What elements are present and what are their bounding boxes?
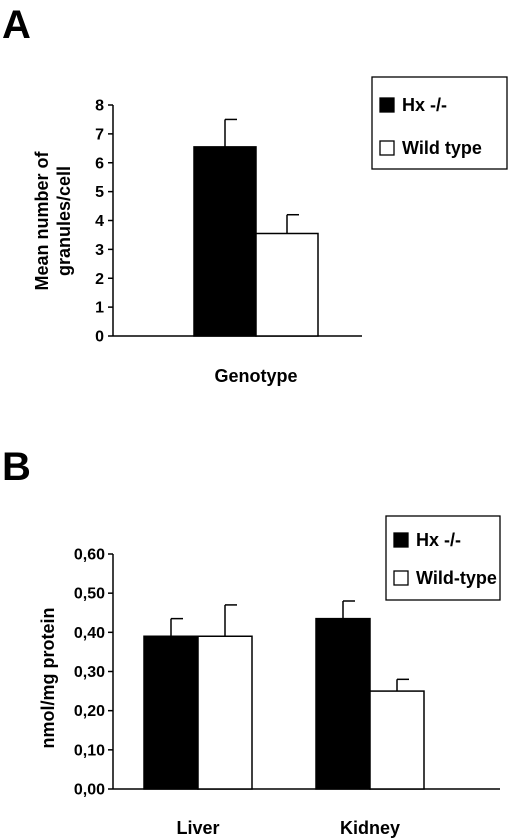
chart-b-category-label: Liver [176,818,219,838]
chart-b-y-tick-label: 0,00 [74,782,105,799]
chart-a-y-axis-label: granules/cell [54,166,74,276]
chart-a: 0 1 2 3 4 5 6 7 8 Mean number of granules/cell Geno… [32,76,508,386]
chart-b-category-label: Kidney [340,818,400,838]
chart-a-legend-label: Wild type [402,138,482,158]
chart-b-bar [197,635,253,790]
chart-b-legend-swatch [393,570,409,586]
chart-a-legend-swatch [379,140,395,156]
chart-b-y-axis-label: nmol/mg protein [38,608,58,749]
chart-a-bar [255,232,319,337]
chart-a-legend-label: Hx -/- [402,95,447,115]
chart-b-legend-swatch [393,532,409,548]
chart-a-bar [193,146,257,337]
chart-b-y-tick-label: 0,40 [74,625,105,642]
chart-b: 0,00 0,10 0,20 0,30 0,40 0,50 0,60 nmol/mg prot… [38,515,501,838]
chart-a-y-tick-label: 1 [95,300,104,317]
chart-a-y-axis-label: Mean number of [32,150,52,290]
chart-a-y-tick-label: 4 [95,213,104,230]
chart-a-legend-swatch [379,97,395,113]
chart-a-y-tick-label: 7 [95,126,104,143]
chart-a-y-tick-label: 8 [95,98,104,115]
panel-b-letter: B [2,445,31,489]
chart-b-legend [385,515,501,601]
chart-a-y-tick-label: 5 [95,184,104,201]
chart-a-y-tick-label: 6 [95,155,104,172]
chart-b-y-tick-label: 0,50 [74,586,105,603]
chart-b-y-tick-label: 0,10 [74,742,105,759]
chart-a-y-tick-label: 0 [95,329,104,346]
chart-b-y-tick-label: 0,30 [74,664,105,681]
chart-b-legend-label: Hx -/- [416,530,461,550]
chart-a-x-axis-label: Genotype [214,366,297,386]
chart-b-legend-label: Wild-type [416,568,497,588]
chart-a-y-tick-label: 3 [95,242,104,259]
chart-b-bar [315,617,371,790]
chart-b-bar [369,690,425,790]
chart-a-y-tick-label: 2 [95,271,104,288]
panel-a-letter: A [2,3,31,47]
chart-b-y-tick-label: 0,20 [74,703,105,720]
chart-b-y-tick-label: 0,60 [74,547,105,564]
chart-b-bar [143,635,199,790]
